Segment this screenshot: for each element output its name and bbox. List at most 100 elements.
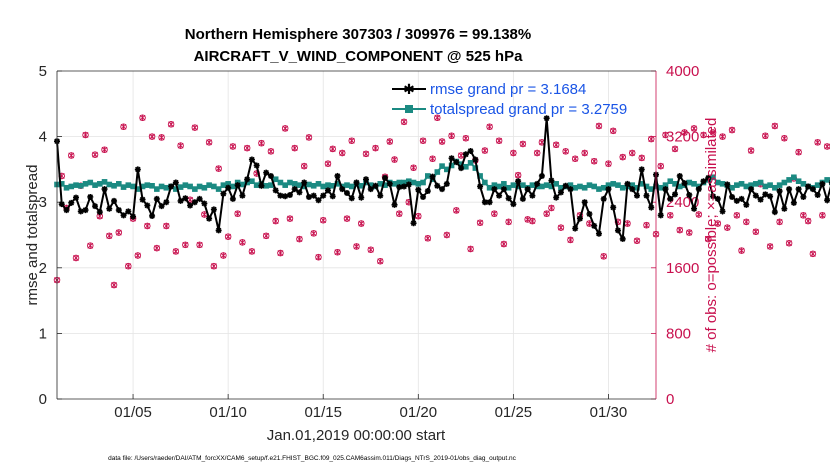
totalspread-point (676, 183, 683, 190)
totalspread-point (177, 184, 184, 190)
totalspread-point (753, 181, 759, 187)
x-tick-label: 01/30 (590, 404, 628, 421)
totalspread-point (334, 181, 341, 187)
assimilated-obs-point (729, 126, 735, 134)
rmse-point (410, 220, 417, 227)
totalspread-point (491, 182, 498, 188)
assimilated-obs-point (605, 160, 612, 167)
rmse-point (710, 193, 717, 200)
assimilated-obs-point (168, 121, 175, 128)
totalspread-point (762, 183, 769, 190)
rmse-point (638, 166, 645, 173)
assimilated-obs-point (434, 114, 441, 121)
totalspread-point (329, 183, 336, 189)
totalspread-point (348, 183, 355, 190)
rmse-point (324, 187, 331, 194)
assimilated-obs-point (795, 148, 802, 156)
rmse-point (149, 212, 156, 219)
totalspread-point (520, 182, 526, 188)
rmse-point (139, 196, 146, 203)
rmse-point (201, 200, 208, 207)
totalspread-point (282, 182, 288, 188)
assimilated-obs-point (315, 253, 322, 261)
assimilated-obs-point (367, 246, 374, 253)
totalspread-point (715, 179, 721, 186)
totalspread-point (68, 183, 75, 190)
totalspread-point (543, 182, 550, 188)
assimilated-obs-point (767, 243, 774, 250)
rmse-point (515, 178, 522, 185)
rmse-point (315, 197, 322, 204)
assimilated-obs-point (467, 245, 474, 253)
totalspread-point (306, 181, 312, 188)
totalspread-point (77, 183, 84, 189)
totalspread-point (734, 182, 740, 188)
y-tick-label: 5 (39, 63, 47, 80)
rmse-point (705, 174, 712, 181)
rmse-point (729, 193, 736, 200)
rmse-point (695, 186, 702, 193)
totalspread-point (586, 182, 593, 188)
assimilated-obs-point (111, 281, 117, 289)
assimilated-obs-point (634, 237, 640, 244)
rmse-point (814, 191, 821, 198)
assimilated-obs-point (458, 152, 465, 159)
totalspread-point (130, 183, 136, 190)
totalspread-point (615, 182, 621, 188)
rmse-point (282, 193, 289, 200)
totalspread-point (482, 179, 488, 186)
x-tick-label: 01/20 (400, 404, 438, 421)
x-tick-label: 01/15 (304, 404, 342, 421)
assimilated-obs-point (477, 219, 484, 226)
y-tick-label: 2 (39, 260, 47, 277)
totalspread-point (182, 182, 189, 188)
rmse-point (158, 203, 165, 210)
assimilated-obs-point (101, 146, 108, 153)
rmse-point (239, 192, 246, 199)
rmse-point (92, 203, 99, 210)
rmse-point (505, 195, 512, 202)
rmse-point (329, 193, 336, 200)
grid (57, 71, 656, 399)
totalspread-point (272, 176, 279, 183)
rmse-point (691, 205, 698, 212)
rmse-point (206, 215, 213, 222)
rmse-point (472, 156, 479, 163)
totalspread-point (253, 182, 260, 188)
x-axis-label: Jan.01,2019 00:00:00 start (267, 427, 446, 444)
totalspread-point (814, 182, 821, 188)
totalspread-point (135, 186, 141, 192)
assimilated-obs-point (700, 131, 707, 139)
assimilated-obs-point (515, 171, 522, 179)
rmse-point (534, 180, 541, 187)
rmse-point (795, 186, 802, 193)
legend-rmse-label: rmse grand pr = 3.1684 (430, 81, 586, 98)
rmse-point (87, 193, 94, 200)
assimilated-obs-point (733, 212, 740, 219)
rmse-point (363, 176, 370, 183)
assimilated-obs-point (163, 222, 170, 230)
totalspread-point (463, 163, 469, 170)
rmse-point (220, 190, 227, 197)
totalspread-point (410, 179, 417, 186)
assimilated-obs-point (558, 224, 564, 231)
rmse-point (130, 213, 137, 220)
totalspread-point (672, 181, 678, 187)
assimilated-obs-point (624, 220, 631, 227)
assimilated-obs-point (819, 212, 826, 219)
totalspread-point (444, 166, 450, 173)
assimilated-obs-point (215, 165, 222, 172)
rmse-point (96, 209, 103, 216)
totalspread-point (301, 183, 308, 190)
rmse-point (757, 196, 764, 203)
assimilated-obs-point (719, 133, 726, 140)
rmse-point (244, 176, 251, 183)
assimilated-obs-point (572, 155, 579, 162)
rmse-point (320, 192, 327, 199)
plot-area (57, 71, 656, 399)
assimilated-obs-point (695, 211, 702, 218)
legend-totalspread-marker (405, 105, 413, 113)
totalspread-point (154, 186, 160, 192)
assimilated-obs-point (420, 137, 426, 144)
assimilated-obs-point (676, 226, 683, 234)
